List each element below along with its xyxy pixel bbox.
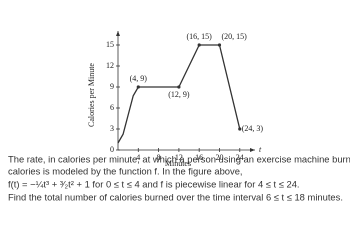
y-tick-label: 9 bbox=[110, 82, 114, 91]
point bbox=[177, 85, 181, 89]
point bbox=[197, 43, 201, 47]
point-label: (4, 9) bbox=[130, 74, 148, 83]
point-label: (12, 9) bbox=[168, 90, 190, 99]
x-tick-label: 16 bbox=[195, 153, 203, 162]
paragraph-line: f(t) = −¼t³ + ³⁄₂t² + 1 for 0 ≤ t ≤ 4 an… bbox=[8, 178, 300, 189]
point bbox=[136, 85, 140, 89]
y-tick-label: 3 bbox=[110, 124, 114, 133]
point bbox=[238, 127, 242, 131]
point bbox=[217, 43, 222, 47]
y-tick-label: 15 bbox=[106, 40, 114, 49]
paragraph-line: Find the total number of calories burned… bbox=[8, 191, 343, 202]
x-tick-label: 8 bbox=[157, 153, 161, 162]
x-tick-label: 12 bbox=[175, 153, 183, 162]
y-tick-label: 0 bbox=[110, 145, 114, 154]
page: Calories per Minute Minutes The rate, in… bbox=[8, 31, 350, 202]
x-axis-label: Minutes bbox=[165, 159, 191, 168]
paragraph-line: calories is modeled by the function f. I… bbox=[8, 165, 243, 176]
point-label: (16, 15) bbox=[187, 32, 213, 41]
point-label: (20, 15) bbox=[221, 32, 247, 41]
paragraph-line: The rate, in calories per minute, at whi… bbox=[8, 153, 350, 164]
y-tick-label: 6 bbox=[110, 103, 114, 112]
x-axis-symbol: t bbox=[259, 145, 262, 154]
x-tick-label: 4 bbox=[136, 153, 140, 162]
y-axis-label: Calories per Minute bbox=[87, 63, 96, 127]
axis-arrow bbox=[250, 148, 255, 152]
point-label: (24, 3) bbox=[242, 124, 264, 133]
axis-arrow bbox=[116, 31, 120, 36]
x-tick-label: 20 bbox=[215, 153, 223, 162]
y-tick-label: 12 bbox=[106, 61, 114, 70]
x-tick-label: 24 bbox=[236, 153, 244, 162]
